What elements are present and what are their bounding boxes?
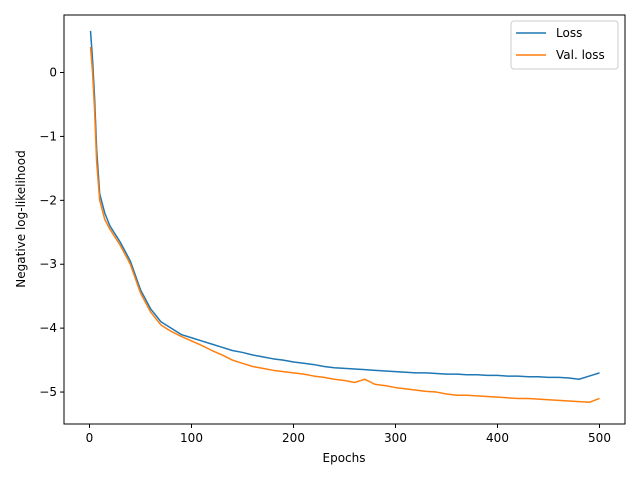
y-axis-title: Negative log-likelihood: [14, 150, 28, 287]
x-tick-label: 100: [180, 431, 203, 445]
y-tick-label: −3: [39, 257, 57, 271]
x-tick-label: 300: [384, 431, 407, 445]
y-tick-label: −5: [39, 385, 57, 399]
x-axis: 0 100 200 300 400 500: [86, 424, 611, 445]
x-tick-label: 200: [282, 431, 305, 445]
y-tick-label: −1: [39, 129, 57, 143]
y-tick-label: −4: [39, 321, 57, 335]
legend-label-loss: Loss: [556, 26, 582, 40]
y-tick-label: −2: [39, 193, 57, 207]
series-line-val-loss: [89, 46, 600, 404]
x-tick-label: 0: [86, 431, 94, 445]
series-line-loss: [89, 30, 600, 381]
x-axis-title: Epochs: [323, 451, 366, 465]
x-tick-label: 400: [486, 431, 509, 445]
axes-frame: [63, 14, 626, 425]
legend-label-val-loss: Val. loss: [556, 48, 605, 62]
legend: Loss Val. loss: [510, 20, 619, 70]
plot-area: [89, 30, 600, 404]
x-tick-label: 500: [588, 431, 611, 445]
y-tick-label: 0: [49, 66, 57, 80]
y-axis: 0 −1 −2 −3 −4 −5: [39, 66, 64, 399]
